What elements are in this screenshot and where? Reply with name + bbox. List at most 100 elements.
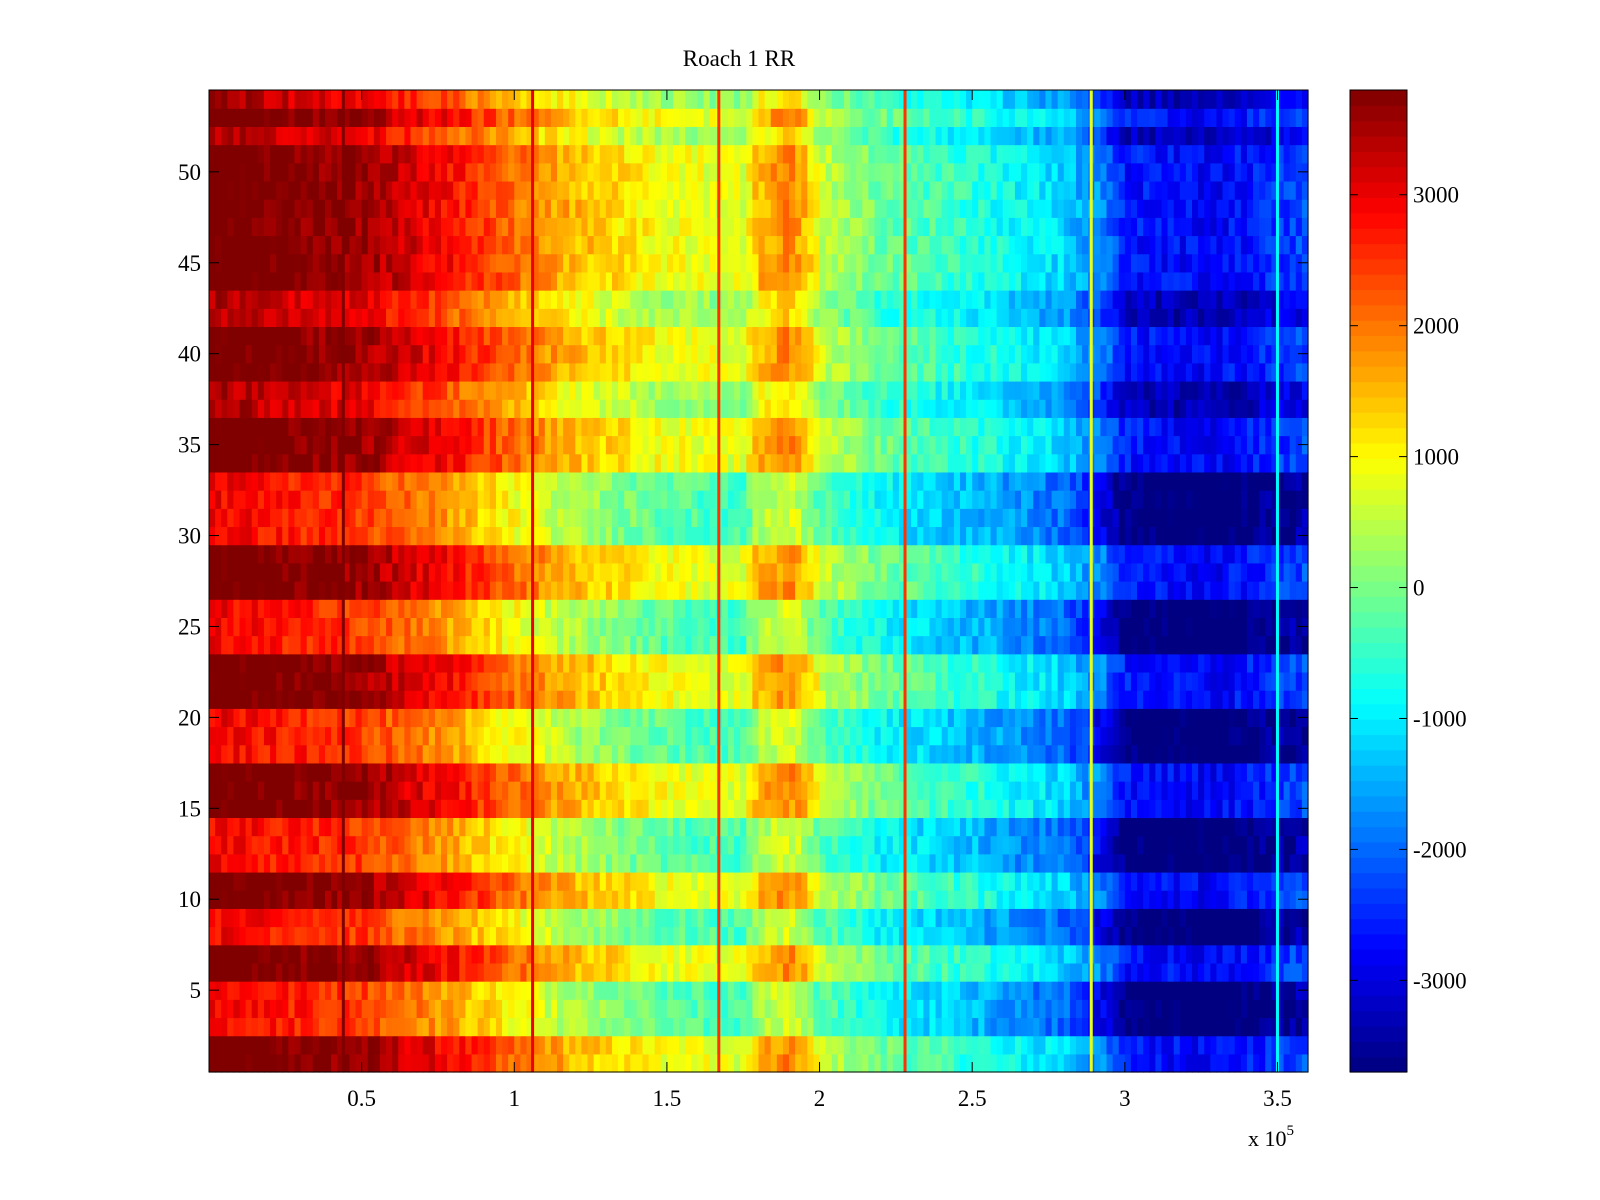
heatmap-cell <box>373 890 381 909</box>
heatmap-cell <box>367 1035 375 1055</box>
heatmap-cell <box>972 908 979 928</box>
heatmap-cell <box>557 1053 564 1073</box>
heatmap-cell <box>984 1053 992 1073</box>
heatmap-cell <box>789 908 796 928</box>
heatmap-cell <box>782 653 790 673</box>
heatmap-cell <box>1289 762 1297 782</box>
heatmap-cell <box>441 799 448 819</box>
heatmap-cell <box>373 581 381 600</box>
heatmap-cell <box>465 562 473 582</box>
heatmap-cell <box>959 781 967 800</box>
heatmap-cell <box>227 635 235 655</box>
heatmap-cell <box>734 744 741 764</box>
heatmap-cell <box>294 944 302 964</box>
heatmap-cell <box>331 726 338 746</box>
heatmap-cell <box>917 562 924 582</box>
heatmap-cell <box>404 835 412 855</box>
heatmap-cell <box>398 871 405 891</box>
heatmap-cell <box>941 762 949 782</box>
heatmap-cell <box>868 744 876 764</box>
heatmap-cell <box>428 981 436 1000</box>
heatmap-cell <box>666 890 674 909</box>
heatmap-cell <box>373 1017 381 1037</box>
heatmap-cell <box>233 835 241 855</box>
heatmap-cell <box>483 944 491 964</box>
heatmap-cell <box>288 890 296 909</box>
heatmap-cell <box>239 835 247 855</box>
heatmap-cell <box>905 671 912 691</box>
heatmap-cell <box>526 562 534 582</box>
heatmap-cell <box>410 853 418 873</box>
heatmap-cell <box>300 581 308 600</box>
heatmap-cell <box>1289 617 1297 637</box>
heatmap-cell <box>1143 835 1150 855</box>
heatmap-cell <box>996 581 1004 600</box>
heatmap-cell <box>563 635 570 655</box>
heatmap-cell <box>1002 562 1010 582</box>
heatmap-cell <box>1173 1053 1181 1073</box>
heatmap-cell <box>306 1053 314 1073</box>
heatmap-cell <box>386 671 393 691</box>
heatmap-cell <box>1210 890 1218 909</box>
heatmap-cell <box>1301 871 1309 891</box>
heatmap-cell <box>947 981 955 1000</box>
heatmap-cell <box>581 562 589 582</box>
heatmap-cell <box>495 853 503 873</box>
heatmap-cell <box>1124 999 1132 1019</box>
heatmap-cell <box>666 726 674 746</box>
heatmap-cell <box>850 635 857 655</box>
heatmap-cell <box>1185 744 1193 764</box>
heatmap-cell <box>398 890 405 909</box>
heatmap-cell <box>422 981 430 1000</box>
heatmap-cell <box>679 762 686 782</box>
heatmap-cell <box>1008 981 1016 1000</box>
heatmap-cell <box>776 908 784 928</box>
heatmap-cell <box>636 617 644 637</box>
heatmap-cell <box>679 999 686 1019</box>
heatmap-cell <box>550 999 558 1019</box>
heatmap-cell <box>263 744 271 764</box>
heatmap-cell <box>746 599 753 618</box>
heatmap-cell <box>483 981 491 1000</box>
heatmap-cell <box>1173 1017 1181 1037</box>
heatmap-cell <box>520 871 528 891</box>
heatmap-cell <box>563 835 570 855</box>
heatmap-cell <box>294 853 302 873</box>
heatmap-cell <box>532 853 540 873</box>
heatmap-cell <box>666 653 674 673</box>
heatmap-cell <box>276 908 283 928</box>
heatmap-cell <box>709 581 717 600</box>
heatmap-cell <box>489 562 497 582</box>
heatmap-cell <box>1106 781 1114 800</box>
heatmap-cell <box>782 853 790 873</box>
heatmap-cell <box>734 671 741 691</box>
heatmap-cell <box>923 671 931 691</box>
heatmap-cell <box>673 853 680 873</box>
heatmap-cell <box>373 817 381 837</box>
heatmap-cell <box>996 653 1004 673</box>
heatmap-cell <box>489 599 497 618</box>
heatmap-cell <box>349 781 357 800</box>
heatmap-cell <box>746 999 753 1019</box>
heatmap-cell <box>1021 690 1028 709</box>
heatmap-cell <box>1210 817 1218 837</box>
heatmap-cell <box>1179 871 1187 891</box>
heatmap-cell <box>1265 617 1272 637</box>
heatmap-cell <box>508 653 515 673</box>
heatmap-cell <box>886 890 894 909</box>
heatmap-cell <box>740 799 747 819</box>
heatmap-cell <box>776 799 784 819</box>
heatmap-cell <box>599 599 607 618</box>
heatmap-cell <box>996 562 1004 582</box>
heatmap-cell <box>1075 781 1083 800</box>
heatmap-cell <box>1094 671 1102 691</box>
heatmap-cell <box>563 944 570 964</box>
heatmap-cell <box>373 799 381 819</box>
heatmap-cell <box>1069 781 1077 800</box>
heatmap-cell <box>941 908 949 928</box>
heatmap-cell <box>1301 635 1309 655</box>
heatmap-cell <box>251 890 259 909</box>
heatmap-cell <box>1051 1053 1059 1073</box>
heatmap-cell <box>1033 635 1040 655</box>
